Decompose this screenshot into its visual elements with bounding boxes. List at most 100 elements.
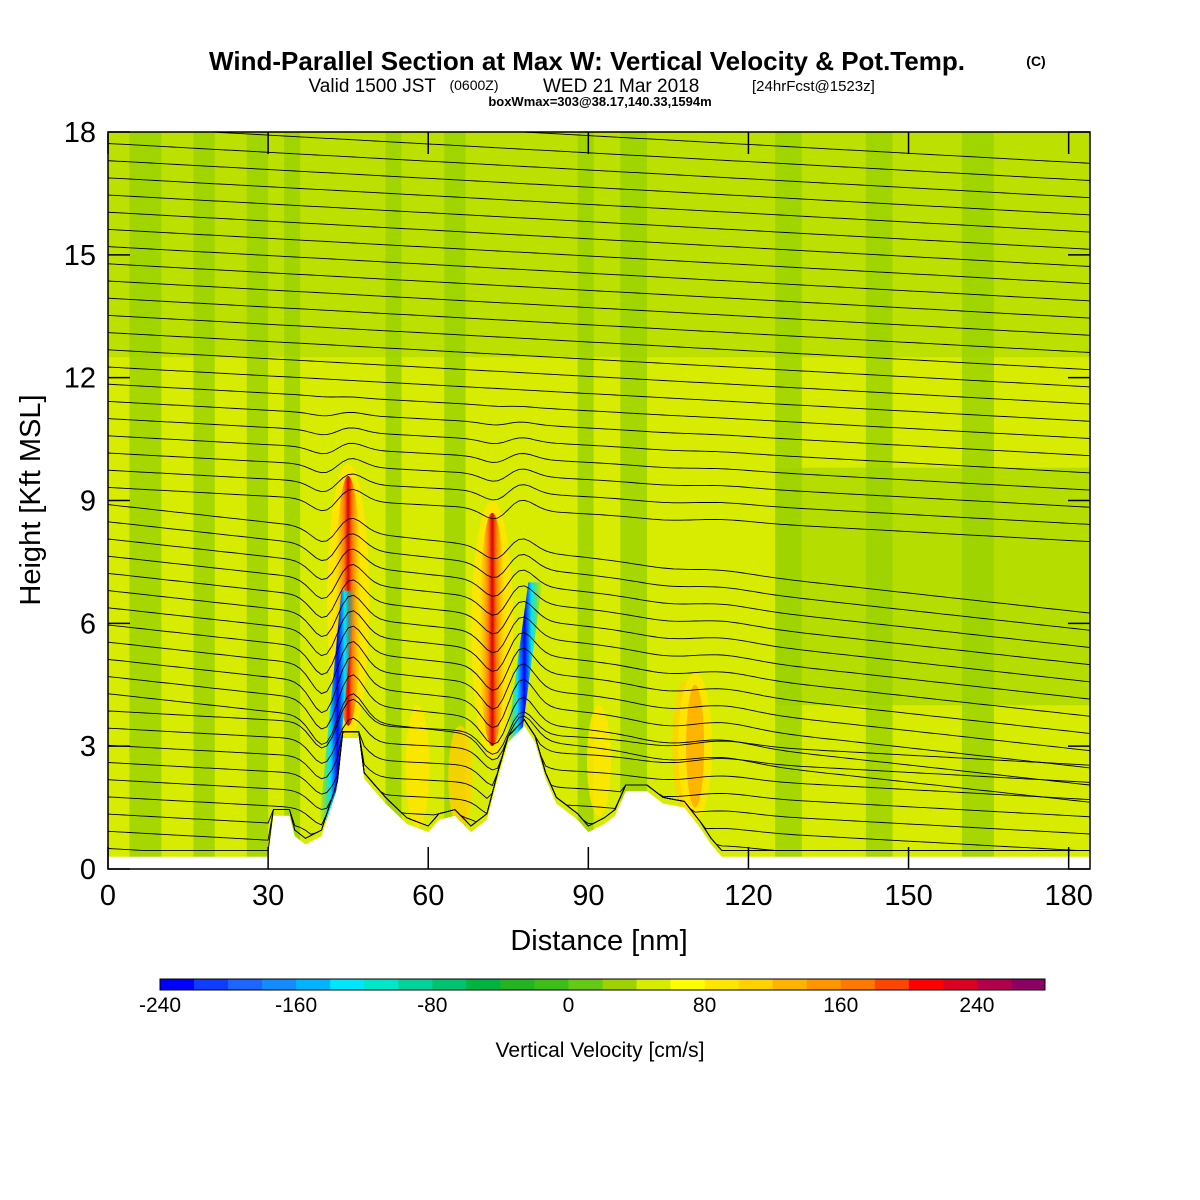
isentrope xyxy=(108,504,1090,614)
box-wmax-label: boxWmax=303@38.17,140.33,1594m xyxy=(488,94,711,109)
colorbar-swatch xyxy=(330,979,365,990)
colorbar-swatch xyxy=(262,979,297,990)
velocity-cores xyxy=(319,463,713,820)
colorbar-tick-label: 80 xyxy=(693,994,716,1017)
weak-downdraft-band xyxy=(246,132,269,869)
isentrope xyxy=(108,400,1090,457)
isentrope xyxy=(108,418,1090,474)
isentrope xyxy=(108,607,1090,717)
x-tick-label: 150 xyxy=(884,880,932,912)
y-tick-label: 3 xyxy=(80,731,96,763)
y-tick-label: 15 xyxy=(64,240,96,272)
isentrope xyxy=(108,656,1090,769)
colorbar-swatch xyxy=(602,979,637,990)
colorbar-swatch xyxy=(500,979,535,990)
isentrope xyxy=(108,718,1090,818)
x-tick-label: 0 xyxy=(100,880,116,912)
y-tick-label: 12 xyxy=(64,363,96,395)
colorbar-tick-label: 160 xyxy=(823,994,858,1017)
isentrope xyxy=(108,717,1090,783)
colorbar-swatch xyxy=(364,979,399,990)
colorbar-swatch xyxy=(466,979,501,990)
colorbar-swatch xyxy=(806,979,842,990)
colorbar-swatch xyxy=(942,979,978,990)
colorbar-swatch xyxy=(908,979,944,990)
isentrope xyxy=(108,718,1090,852)
isentrope xyxy=(203,132,1090,181)
forecast-info-label: [24hrFcst@1523z] xyxy=(752,78,875,95)
y-tick-label: 9 xyxy=(80,486,96,518)
isentrope xyxy=(108,349,1090,405)
updraft-core xyxy=(686,684,705,808)
x-tick-label: 30 xyxy=(252,880,284,912)
colorbar-tick-label: -240 xyxy=(139,994,181,1017)
isentrope xyxy=(108,624,1090,734)
updraft-core xyxy=(479,512,506,747)
x-tick-label: 60 xyxy=(412,880,444,912)
colorbar-swatch xyxy=(976,979,1012,990)
y-axis: 0 3 6 9 12 15 18 xyxy=(64,117,1090,886)
colorbar-swatch xyxy=(228,979,263,990)
isentrope xyxy=(108,698,1090,766)
x-tick-label: 120 xyxy=(724,880,772,912)
weak-downdraft-band xyxy=(577,132,594,869)
colorbar-swatch xyxy=(1010,979,1046,990)
weak-downdraft-band xyxy=(385,132,402,869)
potential-temperature-contours xyxy=(108,132,1090,852)
x-tick-label: 90 xyxy=(572,880,604,912)
weak-downdraft-band xyxy=(444,132,466,869)
colorbar-swatch xyxy=(704,979,740,990)
isentrope xyxy=(108,718,1090,835)
isentrope xyxy=(108,246,1090,302)
weak-downdraft-band xyxy=(284,132,301,869)
valid-time-label: Valid 1500 JST xyxy=(309,76,437,97)
colorbar-tick-label: -160 xyxy=(275,994,317,1017)
downdraft-core xyxy=(319,590,356,820)
colorbar-frame xyxy=(159,978,1046,991)
plot-area xyxy=(108,132,1090,869)
colorbar-swatch xyxy=(160,979,195,990)
downstream-band xyxy=(775,467,1090,706)
isentrope xyxy=(108,297,1090,353)
isentrope xyxy=(108,521,1090,631)
y-tick-label: 18 xyxy=(64,117,96,149)
y-axis-label: Height [Kft MSL] xyxy=(15,394,47,605)
colorbar-swatch xyxy=(194,979,229,990)
valid-date-label: WED 21 Mar 2018 xyxy=(543,76,699,97)
x-axis: 0 30 60 90 120 150 180 xyxy=(100,132,1093,912)
y-tick-label: 0 xyxy=(80,854,96,886)
weak-downdraft-band xyxy=(193,132,215,869)
chart-title: Wind-Parallel Section at Max W: Vertical… xyxy=(209,46,965,76)
isentrope xyxy=(108,572,1090,683)
weak-downdraft-band xyxy=(129,132,162,869)
colorbar-tick-label: 0 xyxy=(563,994,575,1017)
colorbar-swatch xyxy=(738,979,774,990)
colorbar-swatch xyxy=(398,979,433,990)
isentrope xyxy=(108,674,1090,786)
weak-updraft-patch xyxy=(448,725,473,829)
isentrope xyxy=(108,160,1090,216)
isentrope xyxy=(108,640,1090,752)
isentrope xyxy=(108,452,1090,508)
colorbar-swatch xyxy=(840,979,876,990)
isentrope xyxy=(514,132,1090,164)
isentrope xyxy=(108,366,1090,422)
isentrope xyxy=(108,211,1090,267)
isentrope xyxy=(108,280,1090,336)
copyright-mark: (C) xyxy=(1026,53,1045,69)
isentrope xyxy=(108,435,1090,491)
isentrope xyxy=(108,555,1090,666)
isentrope xyxy=(108,718,1090,801)
isentrope xyxy=(108,538,1090,648)
isentrope xyxy=(108,194,1090,250)
isentrope xyxy=(108,143,1090,199)
x-axis-label: Distance [nm] xyxy=(510,925,687,957)
colorbar-label: Vertical Velocity [cm/s] xyxy=(496,1039,705,1062)
isentrope xyxy=(108,314,1090,371)
colorbar-swatch xyxy=(772,979,808,990)
colorbar-swatch xyxy=(534,979,569,990)
weak-updraft-patch xyxy=(587,705,611,816)
colorbar-swatch xyxy=(432,979,467,990)
isentrope xyxy=(108,263,1090,319)
isentrope xyxy=(108,693,1090,803)
